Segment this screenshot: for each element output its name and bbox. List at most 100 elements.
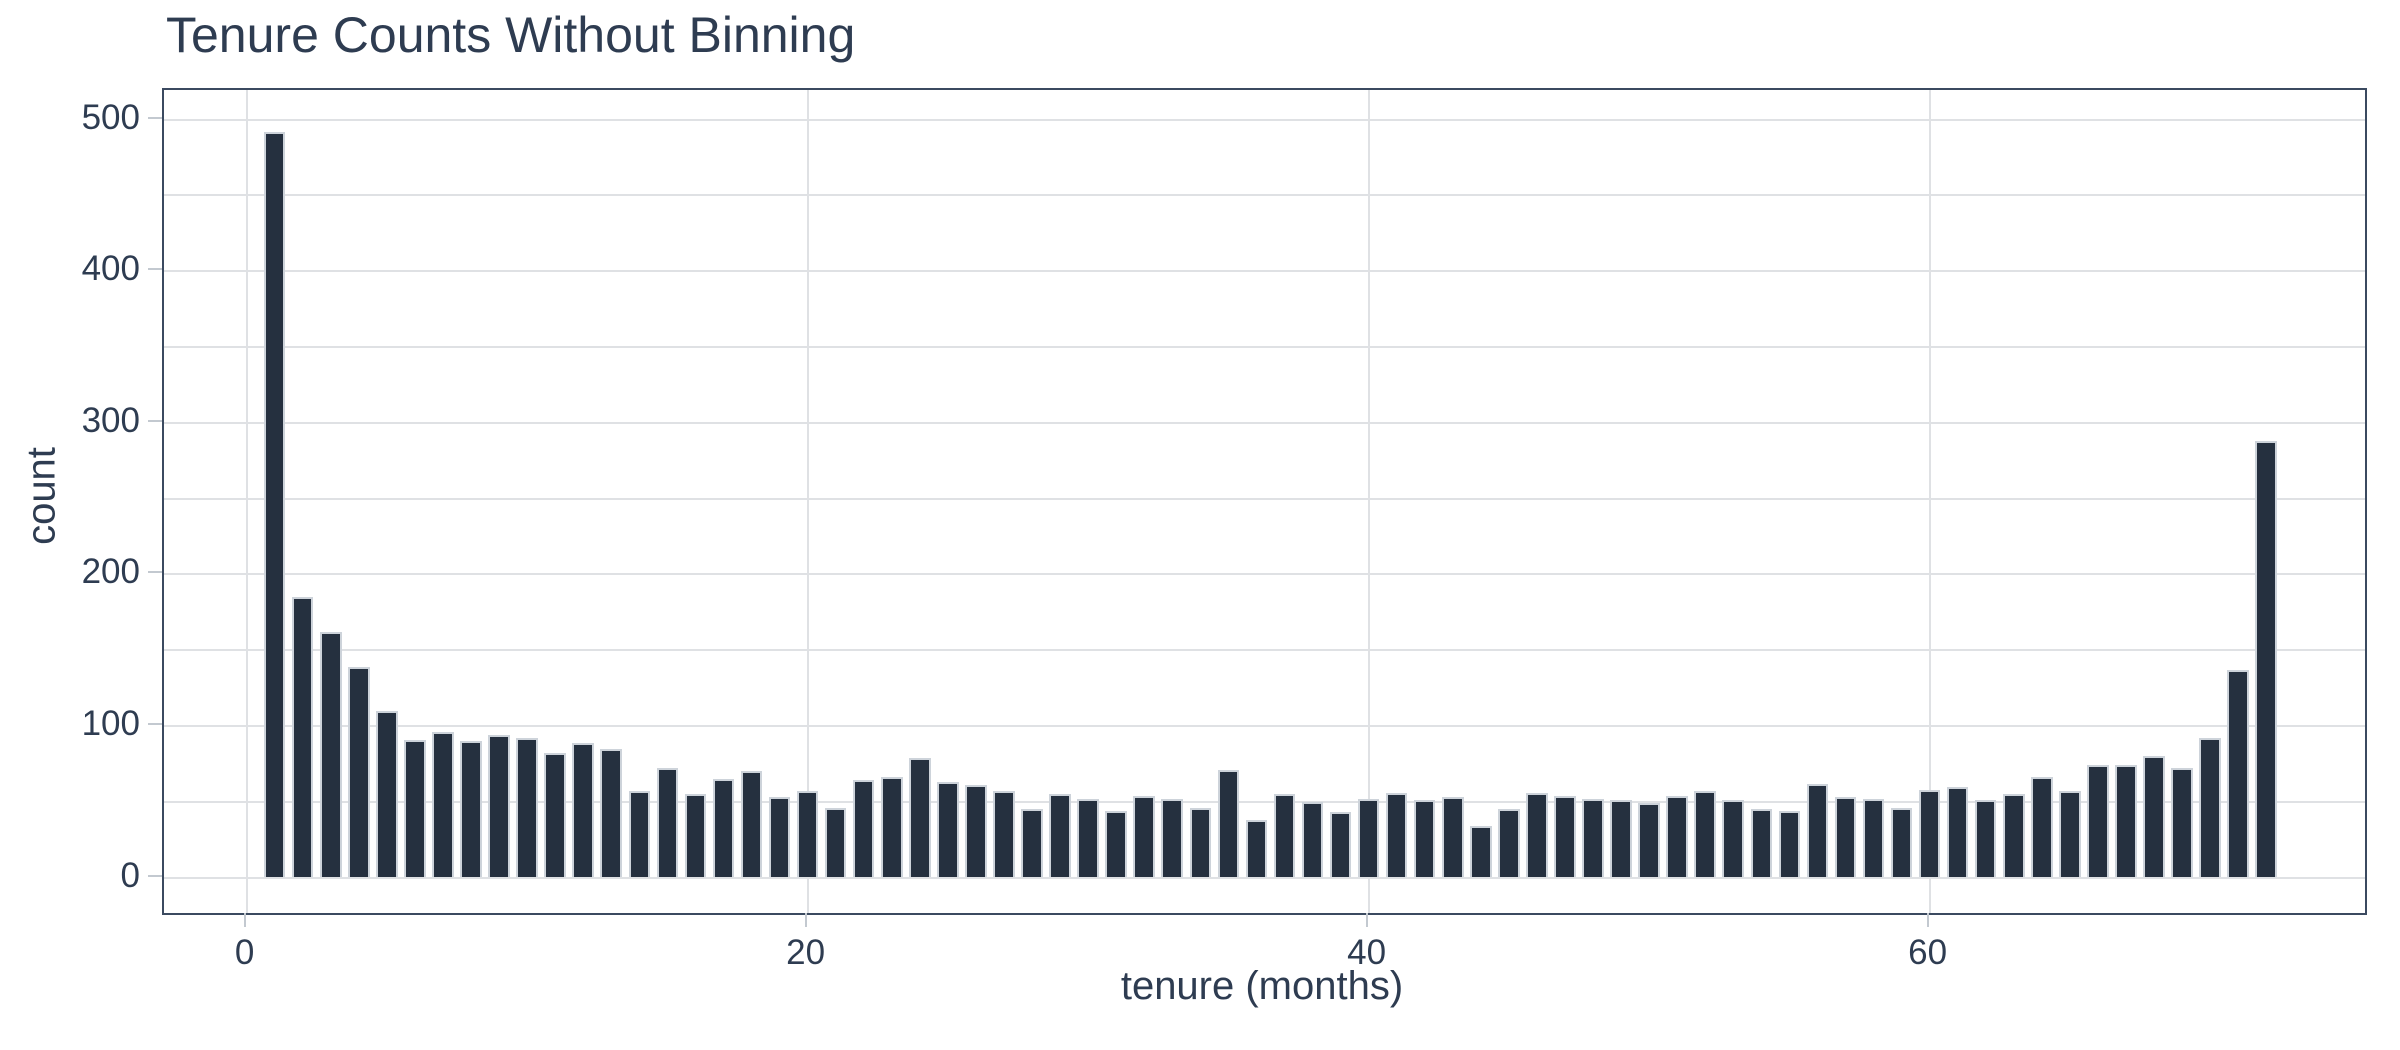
bar-tenure-8 [460,741,482,878]
x-tick-label: 0 [234,933,255,972]
y-gridline [164,573,2365,576]
y-tick-mark [148,268,162,271]
bar-tenure-57 [1834,797,1857,878]
bar-tenure-59 [1890,807,1913,878]
x-gridline [1367,90,1370,913]
bar-tenure-53 [1722,800,1745,878]
bar-tenure-67 [2115,765,2137,878]
y-tick-mark [148,116,162,119]
bar-tenure-51 [1666,795,1688,878]
y-axis-label: count [19,447,64,545]
bar-tenure-45 [1498,809,1520,878]
bar-tenure-62 [1974,800,1997,878]
bar-tenure-9 [488,734,510,878]
bar-tenure-41 [1385,792,1408,878]
bar-tenure-19 [768,797,791,878]
x-tick-mark [1365,913,1368,927]
bar-tenure-28 [1021,809,1043,878]
bar-tenure-46 [1526,792,1548,878]
bar-tenure-21 [824,807,847,878]
y-gridline [164,724,2365,727]
y-gridline [164,270,2365,273]
bar-tenure-39 [1329,812,1352,878]
bar-tenure-72 [2255,440,2277,878]
x-tick-mark [243,913,246,927]
y-tick-mark [148,419,162,422]
bar-tenure-17 [712,778,735,878]
y-gridline [164,421,2365,424]
bar-tenure-33 [1161,798,1184,878]
bar-tenure-61 [1946,786,1969,878]
bar-tenure-47 [1554,795,1576,878]
bar-tenure-58 [1862,798,1885,878]
x-tick-label: 20 [786,933,826,972]
y-gridline [164,497,2365,500]
bar-tenure-37 [1273,794,1296,878]
bar-tenure-15 [656,768,679,878]
x-tick-label: 60 [1908,933,1948,972]
bar-tenure-12 [572,742,594,878]
bar-tenure-7 [432,731,454,878]
bar-tenure-66 [2087,765,2109,878]
bar-tenure-35 [1217,769,1240,878]
bar-tenure-54 [1750,809,1773,878]
bar-tenure-56 [1806,783,1829,878]
x-tick-label: 40 [1347,933,1387,972]
y-tick-label: 300 [81,400,140,440]
bar-tenure-60 [1918,789,1941,878]
bar-tenure-42 [1413,800,1436,878]
bar-tenure-20 [796,791,819,878]
bar-tenure-36 [1245,819,1268,878]
chart-title: Tenure Counts Without Binning [166,7,856,63]
bar-tenure-3 [319,631,342,878]
bar-tenure-31 [1105,810,1127,878]
bar-tenure-23 [880,777,903,878]
y-gridline [164,800,2365,803]
bar-tenure-49 [1610,800,1632,878]
bar-tenure-71 [2227,669,2249,878]
bar-tenure-65 [2059,791,2081,878]
bar-tenure-50 [1638,803,1660,878]
y-gridline [164,876,2365,879]
bar-tenure-69 [2171,768,2193,878]
x-gridline [806,90,809,913]
y-gridline [164,345,2365,348]
bar-tenure-44 [1470,825,1492,878]
x-tick-mark [804,913,807,927]
bar-tenure-27 [993,791,1015,878]
bar-tenure-11 [544,753,566,878]
bar-tenure-70 [2199,738,2221,878]
bar-tenure-24 [909,757,931,878]
y-tick-mark [148,722,162,725]
bar-tenure-22 [852,780,875,878]
y-tick-label: 100 [81,703,140,743]
y-gridline [164,118,2365,121]
y-tick-label: 500 [81,97,140,137]
bar-tenure-68 [2143,756,2165,878]
bar-tenure-52 [1694,791,1716,878]
y-tick-label: 400 [81,249,140,289]
y-tick-label: 0 [120,855,140,895]
bar-tenure-18 [740,771,763,878]
bar-tenure-10 [516,738,538,878]
bar-tenure-48 [1582,798,1604,878]
y-tick-mark [148,874,162,877]
y-tick-mark [148,571,162,574]
bar-tenure-25 [937,781,959,878]
x-gridline [245,90,248,913]
bar-tenure-2 [291,597,314,878]
bar-tenure-1 [263,131,286,878]
bar-tenure-13 [600,748,623,878]
bar-tenure-40 [1357,798,1380,878]
bar-tenure-4 [348,666,370,878]
bar-tenure-32 [1133,795,1155,878]
bar-tenure-38 [1301,801,1324,878]
bar-tenure-26 [965,785,987,878]
x-axis-label: tenure (months) [1120,964,1404,1008]
bar-tenure-34 [1189,807,1212,878]
bar-tenure-43 [1441,797,1464,878]
bar-tenure-14 [628,791,651,878]
bar-tenure-30 [1077,798,1099,878]
bar-tenure-63 [2002,794,2025,878]
bar-tenure-16 [684,794,707,878]
